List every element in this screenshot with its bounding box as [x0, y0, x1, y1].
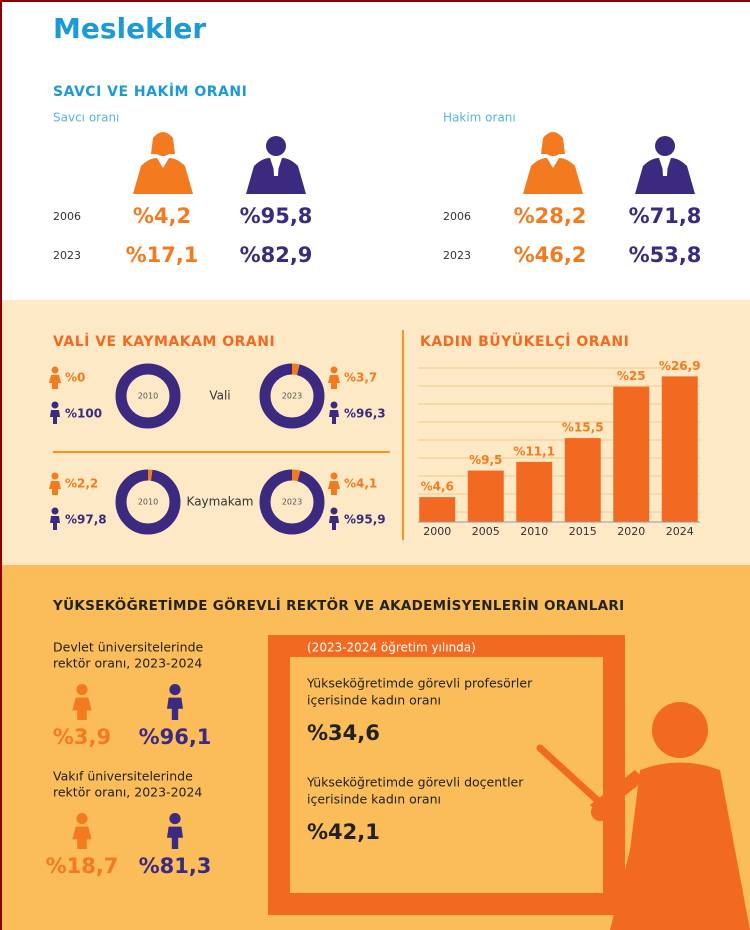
donut-year: 2010	[138, 392, 158, 401]
donut-year: 2023	[282, 498, 302, 507]
bar	[516, 461, 553, 522]
value-label: %9,5	[469, 453, 502, 467]
donut	[259, 363, 325, 429]
value-label: %4,6	[421, 480, 454, 494]
donut	[115, 469, 181, 535]
hand	[591, 803, 609, 821]
donut-year: 2010	[138, 498, 158, 507]
teacher	[590, 702, 750, 930]
value-label: %15,5	[562, 421, 604, 435]
women-value: %28,2	[514, 204, 587, 228]
women-arc	[259, 469, 325, 535]
heading: VALİ VE KAYMAKAM ORANI	[53, 333, 275, 350]
men-value: %95,9	[344, 513, 386, 527]
board-value: %42,1	[307, 820, 380, 844]
year: 2006	[443, 210, 471, 223]
board-label: Yükseköğretimde görevli profesörler	[306, 676, 533, 691]
men-value: %82,9	[240, 243, 313, 267]
board-label: içerisinde kadın oranı	[307, 693, 441, 708]
bar	[419, 497, 456, 522]
x-tick-label: 2005	[472, 525, 500, 538]
sub-heading: Savcı oranı	[53, 111, 119, 125]
men-value: %97,8	[65, 513, 107, 527]
rector-label: rektör oranı, 2023-2024	[53, 656, 202, 671]
board-label: Yükseköğretimde görevli doçentler	[306, 775, 524, 790]
women-value: %2,2	[65, 477, 98, 491]
heading: SAVCI VE HAKİM ORANI	[53, 83, 247, 100]
women-value: %18,7	[46, 854, 119, 878]
heading: YÜKSEKÖĞRETİMDE GÖREVLİ REKTÖR VE AKADEM…	[52, 596, 624, 614]
men-arc	[115, 363, 181, 429]
year: 2023	[53, 249, 81, 262]
bar	[613, 386, 650, 522]
men-value: %81,3	[139, 854, 212, 878]
value-label: %26,9	[659, 359, 701, 373]
rector-label: rektör oranı, 2023-2024	[53, 785, 202, 800]
x-tick-label: 2000	[423, 525, 451, 538]
row-label: Vali	[209, 389, 230, 403]
x-tick-label: 2010	[520, 525, 548, 538]
men-value: %71,8	[629, 204, 702, 228]
chart-lines	[418, 367, 700, 513]
value-label: %11,1	[513, 444, 555, 458]
women-value: %4,1	[344, 477, 377, 491]
row-label: Kaymakam	[187, 495, 254, 509]
women-value: %3,7	[344, 371, 377, 385]
x-tick-label: 2020	[617, 525, 645, 538]
page-title: Meslekler	[53, 12, 206, 45]
chart-title: KADIN BÜYÜKELÇİ ORANI	[420, 332, 629, 350]
men-value: %96,1	[139, 725, 212, 749]
rector-label: Devlet üniversitelerinde	[53, 640, 204, 655]
year: 2006	[53, 210, 81, 223]
board	[268, 635, 625, 915]
board-note: (2023-2024 öğretim yılında)	[307, 641, 476, 655]
sub-heading: Hakim oranı	[443, 111, 516, 125]
board-label: içerisinde kadın oranı	[307, 792, 441, 807]
board-value: %34,6	[307, 721, 380, 745]
men-value: %100	[65, 407, 102, 421]
women-value: %17,1	[126, 243, 199, 267]
donut	[115, 363, 181, 429]
donut	[259, 469, 325, 535]
women-value: %46,2	[514, 243, 587, 267]
rector-label: Vakıf üniversitelerinde	[53, 769, 193, 784]
women-value: %0	[65, 371, 85, 385]
bar	[661, 376, 698, 522]
x-tick-label: 2015	[569, 525, 597, 538]
value-label: %25	[617, 369, 646, 383]
men-value: %95,8	[240, 204, 313, 228]
bar	[564, 438, 601, 522]
women-value: %4,2	[133, 204, 191, 228]
year: 2023	[443, 249, 471, 262]
bar	[467, 470, 504, 522]
women-arc	[259, 363, 325, 429]
women-value: %3,9	[53, 725, 111, 749]
men-value: %96,3	[344, 407, 386, 421]
x-tick-label: 2024	[666, 525, 694, 538]
men-value: %53,8	[629, 243, 702, 267]
women-arc	[115, 469, 181, 535]
donut-year: 2023	[282, 392, 302, 401]
pointer	[536, 744, 612, 814]
